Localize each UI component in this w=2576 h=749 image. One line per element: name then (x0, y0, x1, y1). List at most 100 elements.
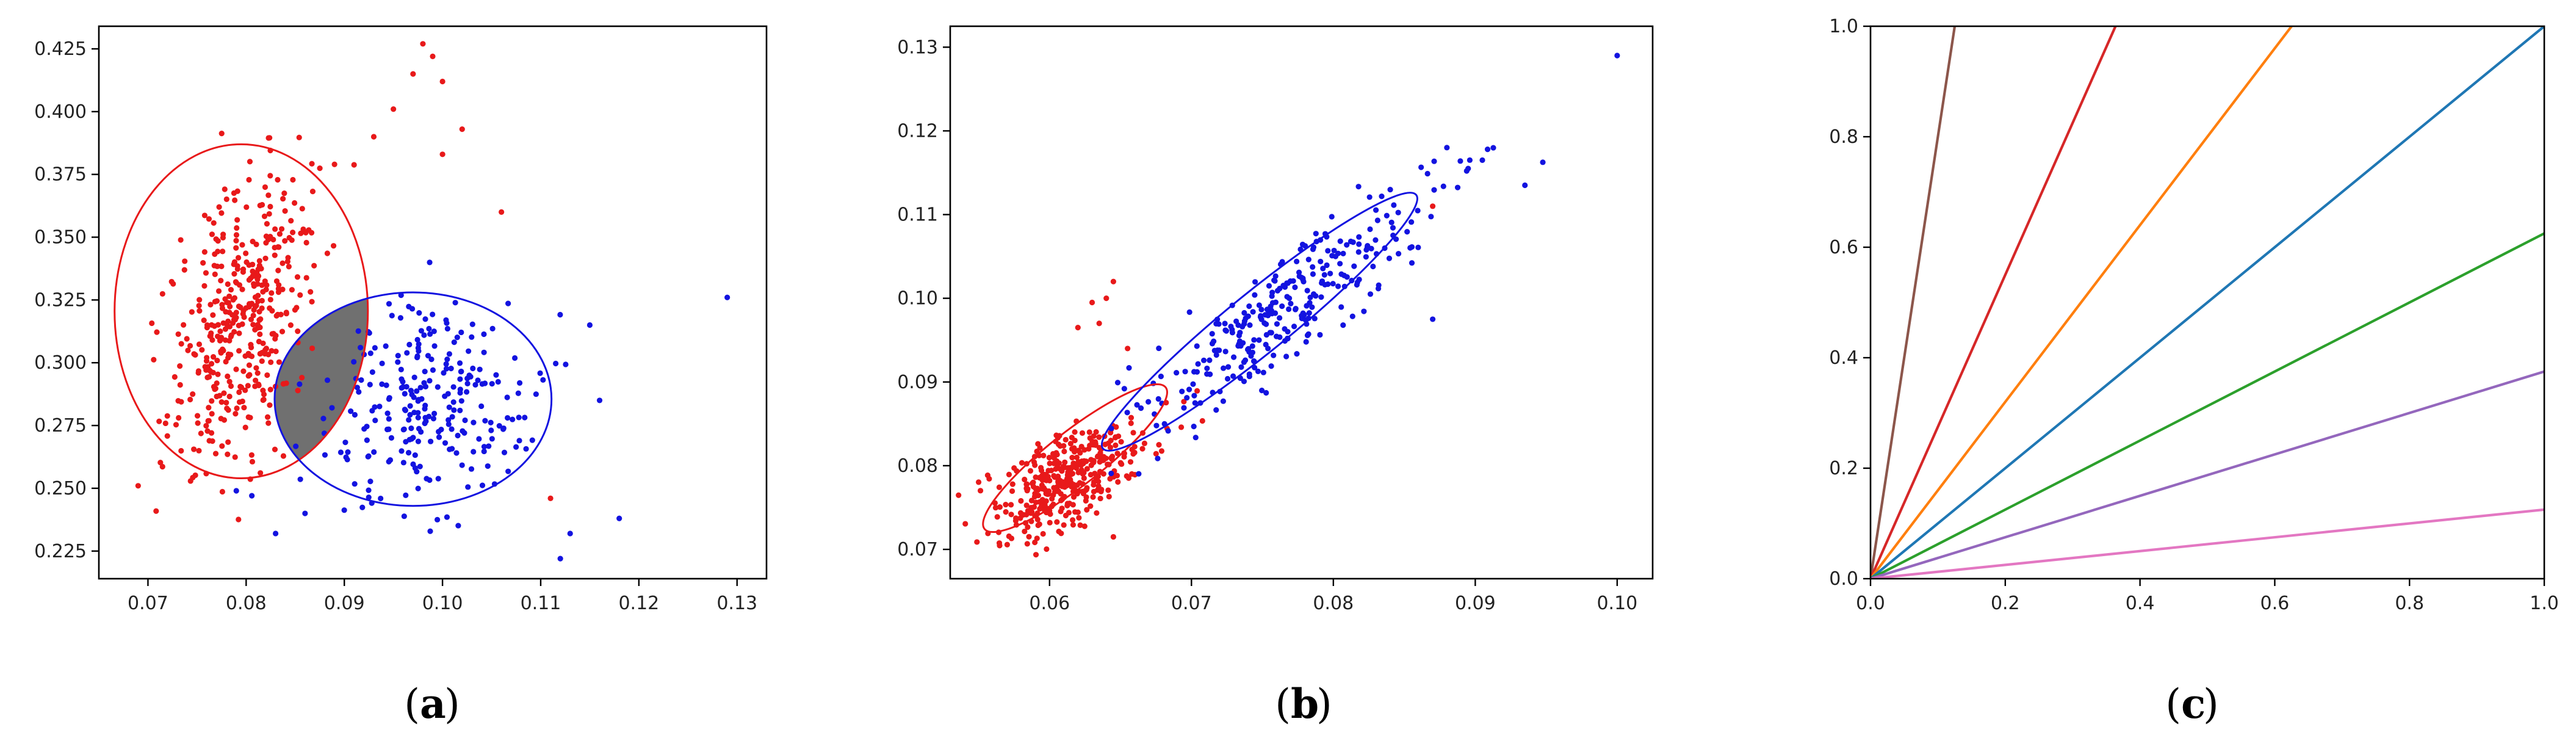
point-red (1050, 492, 1056, 498)
point-red (1086, 429, 1092, 435)
point-red (233, 237, 239, 244)
point-blue (467, 374, 474, 380)
point-red (257, 324, 263, 330)
point-blue (1286, 306, 1292, 313)
point-red (259, 358, 265, 364)
y-tick-label: 1.0 (1829, 16, 1858, 37)
point-blue (1324, 262, 1330, 269)
axes-frame-a (98, 25, 768, 580)
point-blue (485, 463, 491, 469)
point-blue (500, 426, 507, 432)
point-red (1070, 522, 1077, 528)
point-blue (471, 419, 477, 425)
point-red (190, 391, 196, 397)
point-blue (1479, 157, 1485, 163)
point-red (1023, 502, 1030, 508)
point-blue (458, 398, 464, 404)
point-blue (486, 443, 492, 449)
series-line (1871, 26, 1957, 579)
point-blue (417, 385, 424, 391)
point-red (221, 390, 227, 396)
x-tick-label: 0.08 (226, 593, 267, 614)
point-blue (1484, 147, 1491, 153)
point-blue (1282, 326, 1288, 332)
point-blue (400, 384, 406, 390)
point-blue (1249, 349, 1256, 356)
point-red (226, 293, 233, 300)
point-red (197, 308, 203, 314)
point-blue (366, 487, 372, 493)
point-blue (1325, 248, 1331, 254)
point-blue (1252, 279, 1258, 285)
point-red (237, 304, 244, 311)
point-blue (1153, 422, 1160, 429)
series-line (1871, 370, 2544, 579)
y-tick-label: 0.400 (34, 101, 87, 123)
point-red (977, 488, 984, 494)
point-blue (1222, 349, 1228, 355)
point-blue (407, 411, 413, 418)
point-blue (1364, 244, 1371, 250)
x-tick-label: 0.2 (1991, 593, 2020, 614)
point-blue (395, 359, 401, 365)
point-red (282, 208, 288, 214)
point-blue (1467, 157, 1473, 163)
point-blue (1241, 309, 1247, 316)
point-blue (1134, 402, 1140, 408)
point-red (1022, 476, 1028, 483)
point-red (289, 230, 296, 236)
point-red (217, 328, 223, 335)
point-red (1023, 485, 1030, 491)
point-red (203, 422, 209, 429)
point-blue (481, 349, 487, 355)
point-blue (1440, 183, 1446, 189)
ellipse-blue (1100, 192, 1418, 452)
y-tick-label: 0.375 (34, 164, 87, 186)
point-red (290, 176, 296, 183)
point-red (135, 483, 141, 489)
point-blue (355, 328, 361, 334)
point-red (276, 359, 283, 365)
point-blue (1379, 194, 1385, 200)
point-blue (364, 424, 370, 430)
point-blue (1299, 275, 1305, 281)
point-blue (378, 495, 384, 502)
point-blue (510, 416, 516, 422)
point-blue (423, 418, 429, 424)
point-blue (1310, 264, 1316, 270)
point-red (1041, 452, 1047, 458)
point-red (1096, 434, 1102, 440)
point-red (267, 305, 273, 311)
point-blue (1277, 315, 1283, 321)
point-blue (402, 391, 408, 397)
point-red (1051, 460, 1057, 466)
point-red (157, 460, 164, 466)
point-red (226, 338, 233, 344)
point-red (175, 398, 181, 404)
point-red (1091, 433, 1097, 439)
point-red (1032, 462, 1038, 468)
y-tick-label: 0.13 (897, 37, 938, 58)
point-blue (1418, 164, 1424, 170)
point-red (210, 354, 217, 360)
series-line (1871, 26, 2544, 579)
point-blue (430, 311, 436, 317)
point-blue (1259, 388, 1265, 394)
point-blue (1361, 308, 1367, 314)
point-red (228, 286, 234, 293)
point-red (1103, 295, 1109, 302)
point-blue (468, 466, 475, 472)
point-red (1037, 505, 1043, 512)
point-red (317, 165, 323, 172)
point-blue (1241, 359, 1247, 365)
y-tick-label: 0.225 (34, 541, 87, 562)
point-blue (351, 359, 357, 365)
point-red (1077, 522, 1083, 528)
point-red (246, 301, 253, 308)
point-red (300, 226, 306, 233)
point-red (997, 543, 1003, 549)
point-blue (272, 530, 279, 537)
point-red (208, 361, 215, 367)
point-blue (1224, 375, 1231, 382)
point-blue (443, 317, 449, 324)
